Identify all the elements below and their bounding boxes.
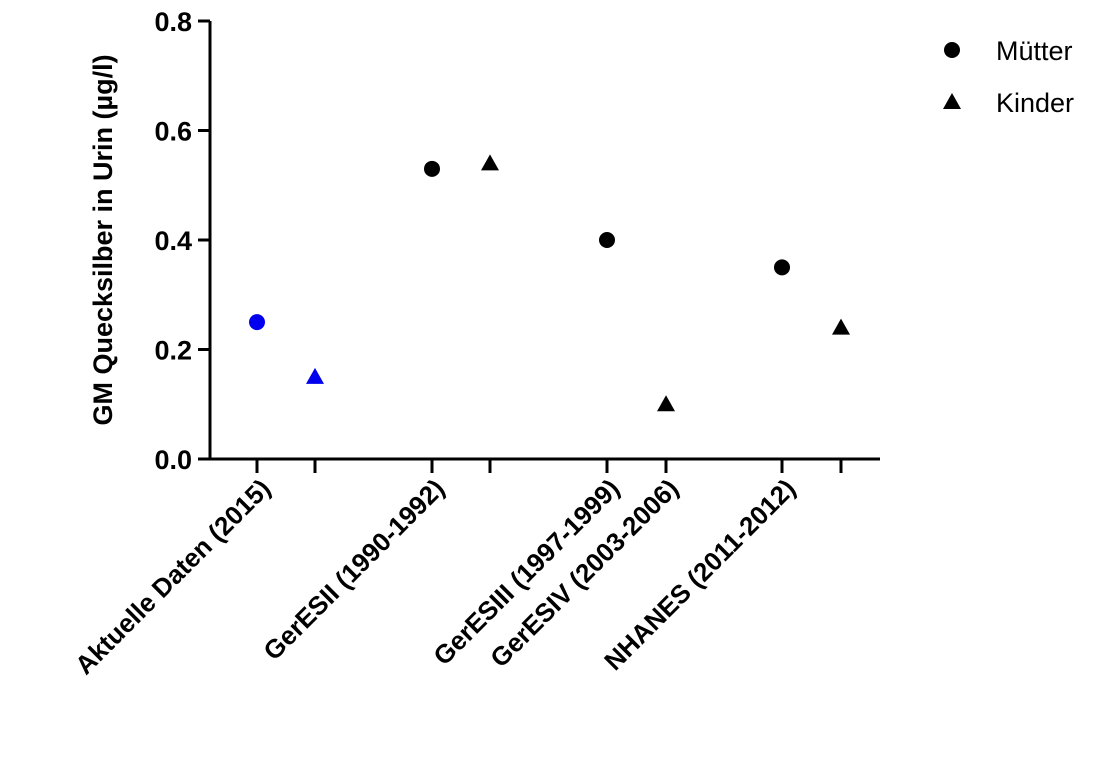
y-tick-label: 0.6 [154, 117, 192, 147]
point-kinder [657, 395, 675, 412]
legend-label: Mütter [996, 36, 1073, 66]
y-axis-title: GM Quecksilber in Urin (µg/l) [88, 54, 118, 425]
x-axis: Aktuelle Daten (2015)GerESII (1990-1992)… [69, 457, 880, 680]
point-muetter [774, 259, 790, 276]
data-points [249, 154, 850, 412]
point-kinder [306, 367, 324, 384]
legend-label: Kinder [996, 88, 1074, 118]
y-tick-label: 0.8 [154, 7, 192, 37]
point-kinder [481, 154, 499, 171]
x-category-label: NHANES (2011-2012) [598, 473, 801, 676]
y-tick-label: 0.0 [154, 445, 192, 475]
x-category-label: GerESII (1990-1992) [257, 473, 450, 666]
point-muetter [599, 232, 615, 248]
point-muetter [249, 314, 265, 331]
x-category-label: Aktuelle Daten (2015) [69, 473, 276, 680]
point-kinder [832, 318, 850, 335]
legend-marker-kinder [943, 93, 961, 110]
legend-marker-muetter [944, 42, 960, 58]
point-muetter [424, 160, 440, 177]
y-tick-label: 0.2 [154, 336, 192, 366]
legend: Mütter Kinder [943, 36, 1074, 118]
y-tick-label: 0.4 [154, 226, 192, 256]
y-axis: 0.0 0.2 0.4 0.6 0.8 [154, 7, 212, 475]
